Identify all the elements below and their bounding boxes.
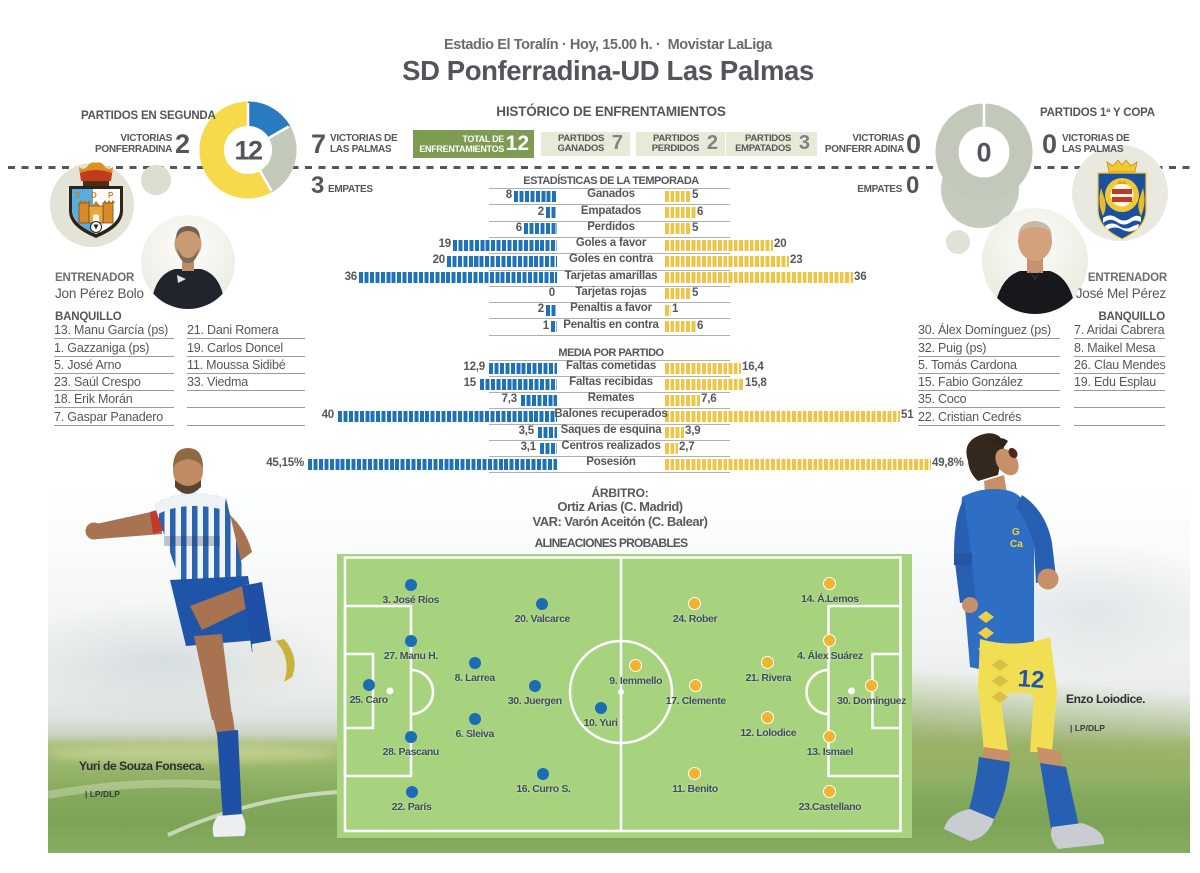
svg-text:12: 12: [234, 136, 262, 166]
svg-text:G: G: [1012, 527, 1020, 538]
svg-text:Ca: Ca: [1010, 539, 1023, 550]
svg-text:0: 0: [976, 138, 991, 168]
svg-text:P: P: [108, 191, 114, 200]
svg-text:S: S: [75, 191, 81, 200]
svg-text:D: D: [91, 191, 97, 200]
svg-text:12: 12: [1017, 665, 1046, 694]
